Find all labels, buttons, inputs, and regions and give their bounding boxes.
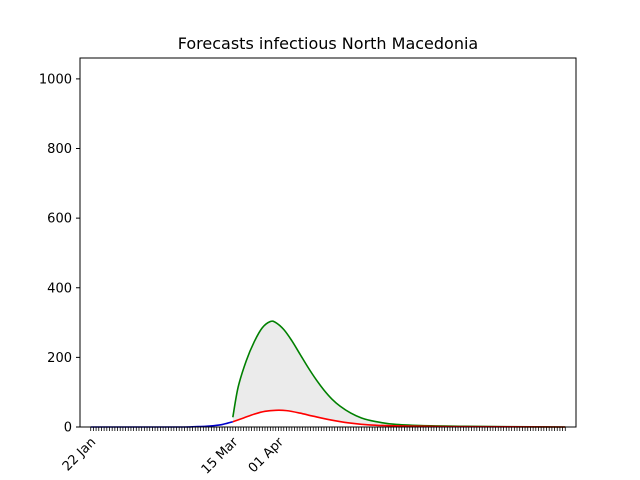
y-tick-label: 0 (64, 421, 72, 436)
y-tick-label: 600 (47, 212, 72, 227)
series-line-lower (232, 409, 566, 428)
plot-frame (79, 57, 577, 428)
forecast-band (232, 321, 566, 427)
y-tick-label: 1000 (39, 72, 72, 87)
plot-area (90, 320, 566, 428)
y-tick-label: 200 (47, 351, 72, 366)
y-tick-label: 800 (47, 142, 72, 157)
y-tick-label: 400 (47, 281, 72, 296)
chart-title: Forecasts infectious North Macedonia (178, 34, 478, 53)
series-line-upper (232, 320, 566, 428)
